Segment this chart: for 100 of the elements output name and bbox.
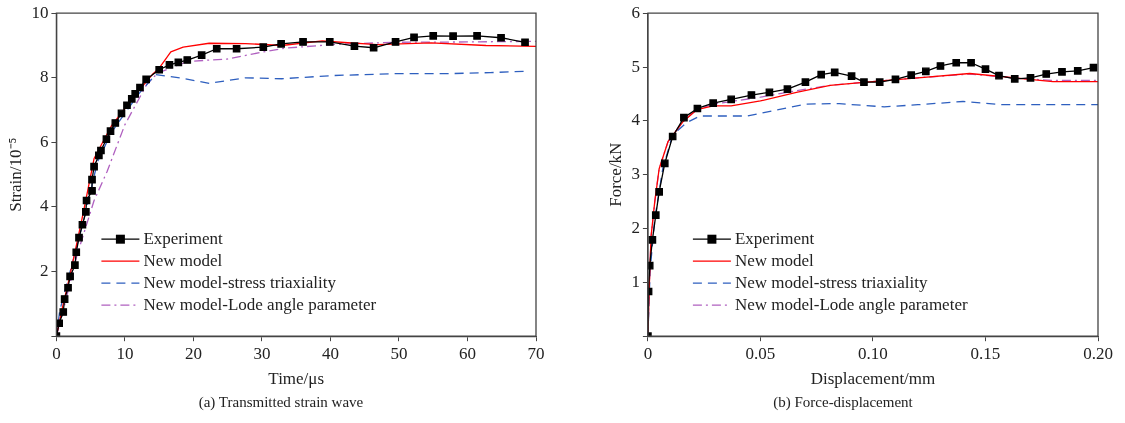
point <box>78 220 87 229</box>
point <box>75 233 83 242</box>
point <box>1010 75 1019 83</box>
y-tick-label: 3 <box>631 164 640 184</box>
x-tick-label: 30 <box>253 343 271 363</box>
point <box>155 65 163 74</box>
point <box>66 272 74 281</box>
point <box>967 58 975 67</box>
y-tick-label: 2 <box>39 261 49 281</box>
point <box>1042 70 1051 78</box>
y-tick-label: 10 <box>31 2 49 22</box>
text: (a) Transmitted strain wave <box>197 394 365 411</box>
point <box>907 71 916 79</box>
legend-label: New model <box>734 250 815 270</box>
point <box>350 42 359 50</box>
point <box>981 65 990 74</box>
x-tick-label: 0.10 <box>858 343 888 363</box>
point <box>197 51 206 60</box>
point <box>64 283 72 292</box>
point <box>88 175 96 184</box>
x-tick-label: 0 <box>643 343 653 363</box>
x-tick-label: 70 <box>527 343 545 363</box>
point <box>88 187 96 195</box>
point <box>142 75 150 84</box>
point <box>174 58 183 67</box>
y-tick-label: 8 <box>39 67 49 87</box>
point <box>1058 68 1066 76</box>
point <box>847 72 856 81</box>
x-tick-label: 60 <box>458 343 476 363</box>
point <box>369 43 378 52</box>
legend-label: New model-Lode angle parameter <box>734 294 968 314</box>
point <box>521 38 529 47</box>
point <box>165 61 174 69</box>
point <box>429 31 438 40</box>
legend-label: Experiment <box>734 228 815 248</box>
y-tick-label: 6 <box>631 2 640 22</box>
point <box>117 109 126 118</box>
point <box>801 78 810 86</box>
point <box>922 67 930 76</box>
x-tick-label: 40 <box>321 343 339 363</box>
x-axis-title: Displacement/mm <box>810 369 936 389</box>
point <box>97 146 105 155</box>
y-tick-label: 6 <box>39 131 49 151</box>
point <box>59 308 68 316</box>
point <box>952 58 961 67</box>
point <box>936 62 945 70</box>
point <box>123 101 131 110</box>
point <box>183 56 192 64</box>
point <box>860 78 868 86</box>
y-tick-label: 2 <box>631 218 640 237</box>
point <box>709 99 717 107</box>
point <box>60 295 69 303</box>
point <box>136 83 144 92</box>
point <box>82 208 90 216</box>
point <box>651 211 660 219</box>
point <box>102 135 111 143</box>
point <box>1026 73 1035 82</box>
point <box>325 38 334 46</box>
x-tick-label: 0.20 <box>1083 343 1113 363</box>
point <box>817 70 826 79</box>
text: (b) Force-displacement <box>772 394 914 411</box>
legend-label: Experiment <box>143 228 223 248</box>
x-tick-label: 20 <box>184 343 202 363</box>
point <box>648 236 657 244</box>
point <box>647 261 654 270</box>
point <box>995 71 1003 80</box>
point <box>391 38 400 46</box>
point <box>277 40 285 48</box>
point <box>72 248 81 257</box>
point <box>747 91 756 99</box>
y-tick-label: 4 <box>631 110 641 130</box>
point <box>875 78 884 86</box>
point <box>660 159 669 168</box>
x-tick-label: 50 <box>390 343 408 363</box>
legend-label: New model <box>143 250 223 270</box>
point <box>783 85 792 93</box>
x-tick-label: 0 <box>52 343 61 363</box>
point <box>830 68 839 77</box>
point <box>71 261 79 269</box>
point <box>1073 66 1082 75</box>
legend-label: New model-Lode angle parameter <box>143 294 377 314</box>
point <box>449 32 457 40</box>
point <box>56 319 63 328</box>
point <box>90 162 98 171</box>
legend-label: New model-stress triaxiality <box>734 272 929 292</box>
y-tick-label: 5 <box>631 56 640 76</box>
point <box>727 95 735 104</box>
x-tick-label: 0.15 <box>970 343 1001 363</box>
point <box>259 43 268 51</box>
point <box>106 127 115 135</box>
x-tick-label: 10 <box>116 343 134 363</box>
point <box>232 44 241 53</box>
point <box>299 38 307 46</box>
point <box>680 113 688 122</box>
point <box>473 31 481 40</box>
y-axis-title: Strain/10⁻⁵ <box>5 137 25 212</box>
legend-label: New model-stress triaxiality <box>143 272 337 292</box>
point <box>497 33 505 42</box>
point <box>655 188 663 196</box>
point <box>111 119 120 127</box>
